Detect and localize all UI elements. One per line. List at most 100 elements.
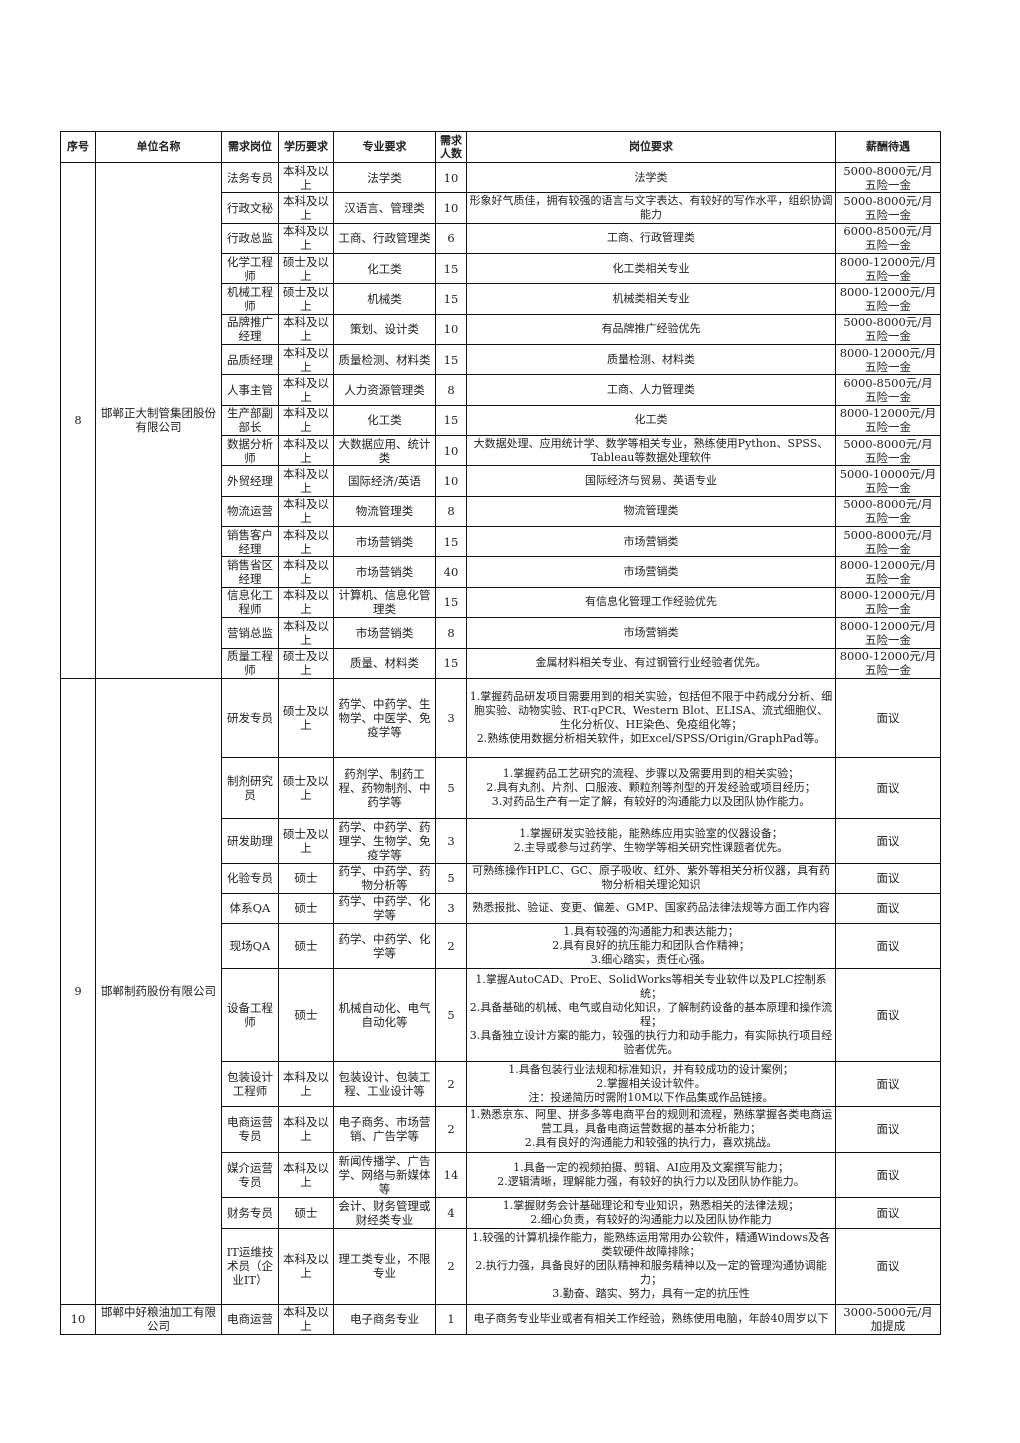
salary: 5000-10000元/月 五险一金	[835, 465, 941, 497]
headcount: 2	[435, 1105, 467, 1153]
job-requirements: 形象好气质佳，拥有较强的语言与文字表达、有较好的写作水平，组织协调能力	[466, 192, 836, 224]
salary: 面议	[835, 967, 941, 1062]
header-company: 单位名称	[95, 131, 222, 163]
table-row: 机械工程师 硕士及以上 机械类 15 机械类相关专业 8000-12000元/月 五险一金	[61, 283, 941, 315]
table-row: 销售客户经理 本科及以上 市场营销类 15 市场营销类 5000-8000元/月 五险一金	[61, 526, 941, 558]
table-row: 销售省区经理 本科及以上 市场营销类 40 市场营销类 8000-12000元/月 五险一…	[61, 556, 941, 588]
major-requirement: 市场营销类	[333, 556, 436, 588]
headcount: 14	[435, 1151, 467, 1198]
headcount: 40	[435, 556, 467, 588]
major-requirement: 药学、中药学、药物分析等	[333, 862, 436, 894]
salary: 8000-12000元/月 五险一金	[835, 344, 941, 376]
job-requirements: 质量检测、材料类	[466, 344, 836, 376]
salary: 8000-12000元/月 五险一金	[835, 617, 941, 649]
salary: 面议	[835, 1151, 941, 1198]
education-requirement: 硕士及以上	[278, 253, 334, 285]
education-requirement: 硕士	[278, 967, 334, 1062]
headcount: 15	[435, 283, 467, 315]
table-row: 品牌推广经理 本科及以上 策划、设计类 10 有品牌推广经验优先 5000-8000元/月…	[61, 313, 941, 346]
education-requirement: 本科及以上	[278, 556, 334, 588]
position-title: 机械工程师	[221, 283, 279, 315]
major-requirement: 药学、中药学、生物学、中医学、免疫学等	[333, 677, 436, 758]
salary: 6000-8500元/月 五险一金	[835, 374, 941, 406]
education-requirement: 本科及以上	[278, 586, 334, 619]
position-title: 电商运营	[221, 1303, 279, 1335]
header-count: 需求 人数	[435, 131, 467, 163]
table-row: 行政总监 本科及以上 工商、行政管理类 6 工商、行政管理类 6000-8500元/月 五…	[61, 222, 941, 255]
major-requirement: 机械自动化、电气自动化等	[333, 967, 436, 1062]
header-position: 需求岗位	[221, 131, 279, 163]
position-title: 媒介运营专员	[221, 1151, 279, 1198]
job-requirements: 熟悉报批、验证、变更、偏差、GMP、国家药品法律法规等方面工作内容	[466, 892, 836, 924]
job-requirements: 1.具备包装行业法规和标准知识，并有较成功的设计案例； 2.掌握相关设计软件。 …	[466, 1060, 836, 1107]
table-row: 品质经理 本科及以上 质量检测、材料类 15 质量检测、材料类 8000-12000元/月…	[61, 344, 941, 376]
salary: 面议	[835, 756, 941, 819]
headcount: 1	[435, 1303, 467, 1335]
major-requirement: 电子商务、市场营销、广告学等	[333, 1105, 436, 1153]
table-row: 9 邯郸制药股份有限公司 研发专员 硕士及以上 药学、中药学、生物学、中医学、免疫学等 3…	[60, 677, 941, 1305]
major-requirement: 药学、中药学、化学等	[333, 892, 436, 924]
job-requirements: 机械类相关专业	[466, 283, 836, 315]
salary: 8000-12000元/月 五险一金	[835, 404, 941, 437]
salary: 5000-8000元/月 五险一金	[835, 495, 941, 528]
education-requirement: 本科及以上	[278, 192, 334, 224]
job-requirements: 1.具备一定的视频拍摄、剪辑、AI应用及文案撰写能力； 2.逻辑清晰，理解能力强…	[466, 1151, 836, 1198]
major-requirement: 药学、中药学、药理学、生物学、免疫学等	[333, 817, 436, 864]
education-requirement: 本科及以上	[278, 313, 334, 346]
job-requirements: 金属材料相关专业、有过钢管行业经验者优先。	[466, 647, 836, 679]
headcount: 10	[435, 313, 467, 346]
company-name: 邯郸中好粮油加工有限公司	[95, 1303, 222, 1335]
header-major: 专业要求	[333, 131, 436, 163]
major-requirement: 药剂学、制药工程、药物制剂、中药学等	[333, 756, 436, 819]
position-title: 研发专员	[221, 677, 279, 758]
position-title: 销售客户经理	[221, 526, 279, 558]
company-index: 8	[60, 162, 96, 679]
position-title: 行政文秘	[221, 192, 279, 224]
table-row: IT运维技术员（企业IT） 本科及以上 理工类专业，不限专业 2 1.较强的计算机操作能…	[61, 1227, 941, 1305]
education-requirement: 本科及以上	[278, 1105, 334, 1153]
education-requirement: 硕士及以上	[278, 756, 334, 819]
position-title: 现场QA	[221, 922, 279, 969]
salary: 5000-8000元/月 五险一金	[835, 313, 941, 346]
job-requirements: 1.熟悉京东、阿里、拼多多等电商平台的规则和流程，熟练掌握各类电商运营工具，具备…	[466, 1105, 836, 1153]
header-requirements: 岗位要求	[466, 131, 836, 163]
job-requirements: 化工类	[466, 404, 836, 437]
headcount: 5	[435, 862, 467, 894]
major-requirement: 包装设计、包装工程、工业设计等	[333, 1060, 436, 1107]
table-row: 化学工程师 硕士及以上 化工类 15 化工类相关专业 8000-12000元/月 五险一金	[61, 253, 941, 285]
table-row: 电商运营专员 本科及以上 电子商务、市场营销、广告学等 2 1.熟悉京东、阿里、拼多多等…	[61, 1105, 941, 1153]
education-requirement: 本科及以上	[278, 344, 334, 376]
education-requirement: 本科及以上	[278, 161, 334, 194]
salary: 面议	[835, 677, 941, 758]
headcount: 5	[435, 756, 467, 819]
major-requirement: 理工类专业，不限专业	[333, 1227, 436, 1305]
position-title: 品质经理	[221, 344, 279, 376]
table-row: 8 邯郸正大制管集团股份有限公司 法务专员 本科及以上 法学类 10 法学类 5000-800…	[60, 161, 941, 679]
education-requirement: 本科及以上	[278, 617, 334, 649]
education-requirement: 本科及以上	[278, 1303, 334, 1335]
headcount: 6	[435, 222, 467, 255]
position-title: 化验专员	[221, 862, 279, 894]
job-requirements: 有品牌推广经验优先	[466, 313, 836, 346]
position-title: 销售省区经理	[221, 556, 279, 588]
position-title: IT运维技术员（企业IT）	[221, 1227, 279, 1305]
salary: 面议	[835, 1227, 941, 1305]
salary: 面议	[835, 922, 941, 969]
headcount: 10	[435, 435, 467, 467]
table-row: 生产部副部长 本科及以上 化工类 15 化工类 8000-12000元/月 五险一金	[61, 404, 941, 437]
position-title: 体系QA	[221, 892, 279, 924]
headcount: 4	[435, 1196, 467, 1229]
education-requirement: 硕士	[278, 862, 334, 894]
position-title: 研发助理	[221, 817, 279, 864]
education-requirement: 本科及以上	[278, 374, 334, 406]
headcount: 5	[435, 967, 467, 1062]
company-name: 邯郸正大制管集团股份有限公司	[95, 162, 222, 679]
job-requirements: 1.较强的计算机操作能力，能熟练运用常用办公软件，精通Windows及各类软硬件…	[466, 1227, 836, 1305]
job-requirements: 市场营销类	[466, 556, 836, 588]
major-requirement: 计算机、信息化管理类	[333, 586, 436, 619]
major-requirement: 市场营销类	[333, 526, 436, 558]
education-requirement: 硕士	[278, 1196, 334, 1229]
headcount: 8	[435, 617, 467, 649]
position-title: 化学工程师	[221, 253, 279, 285]
headcount: 10	[435, 161, 467, 194]
